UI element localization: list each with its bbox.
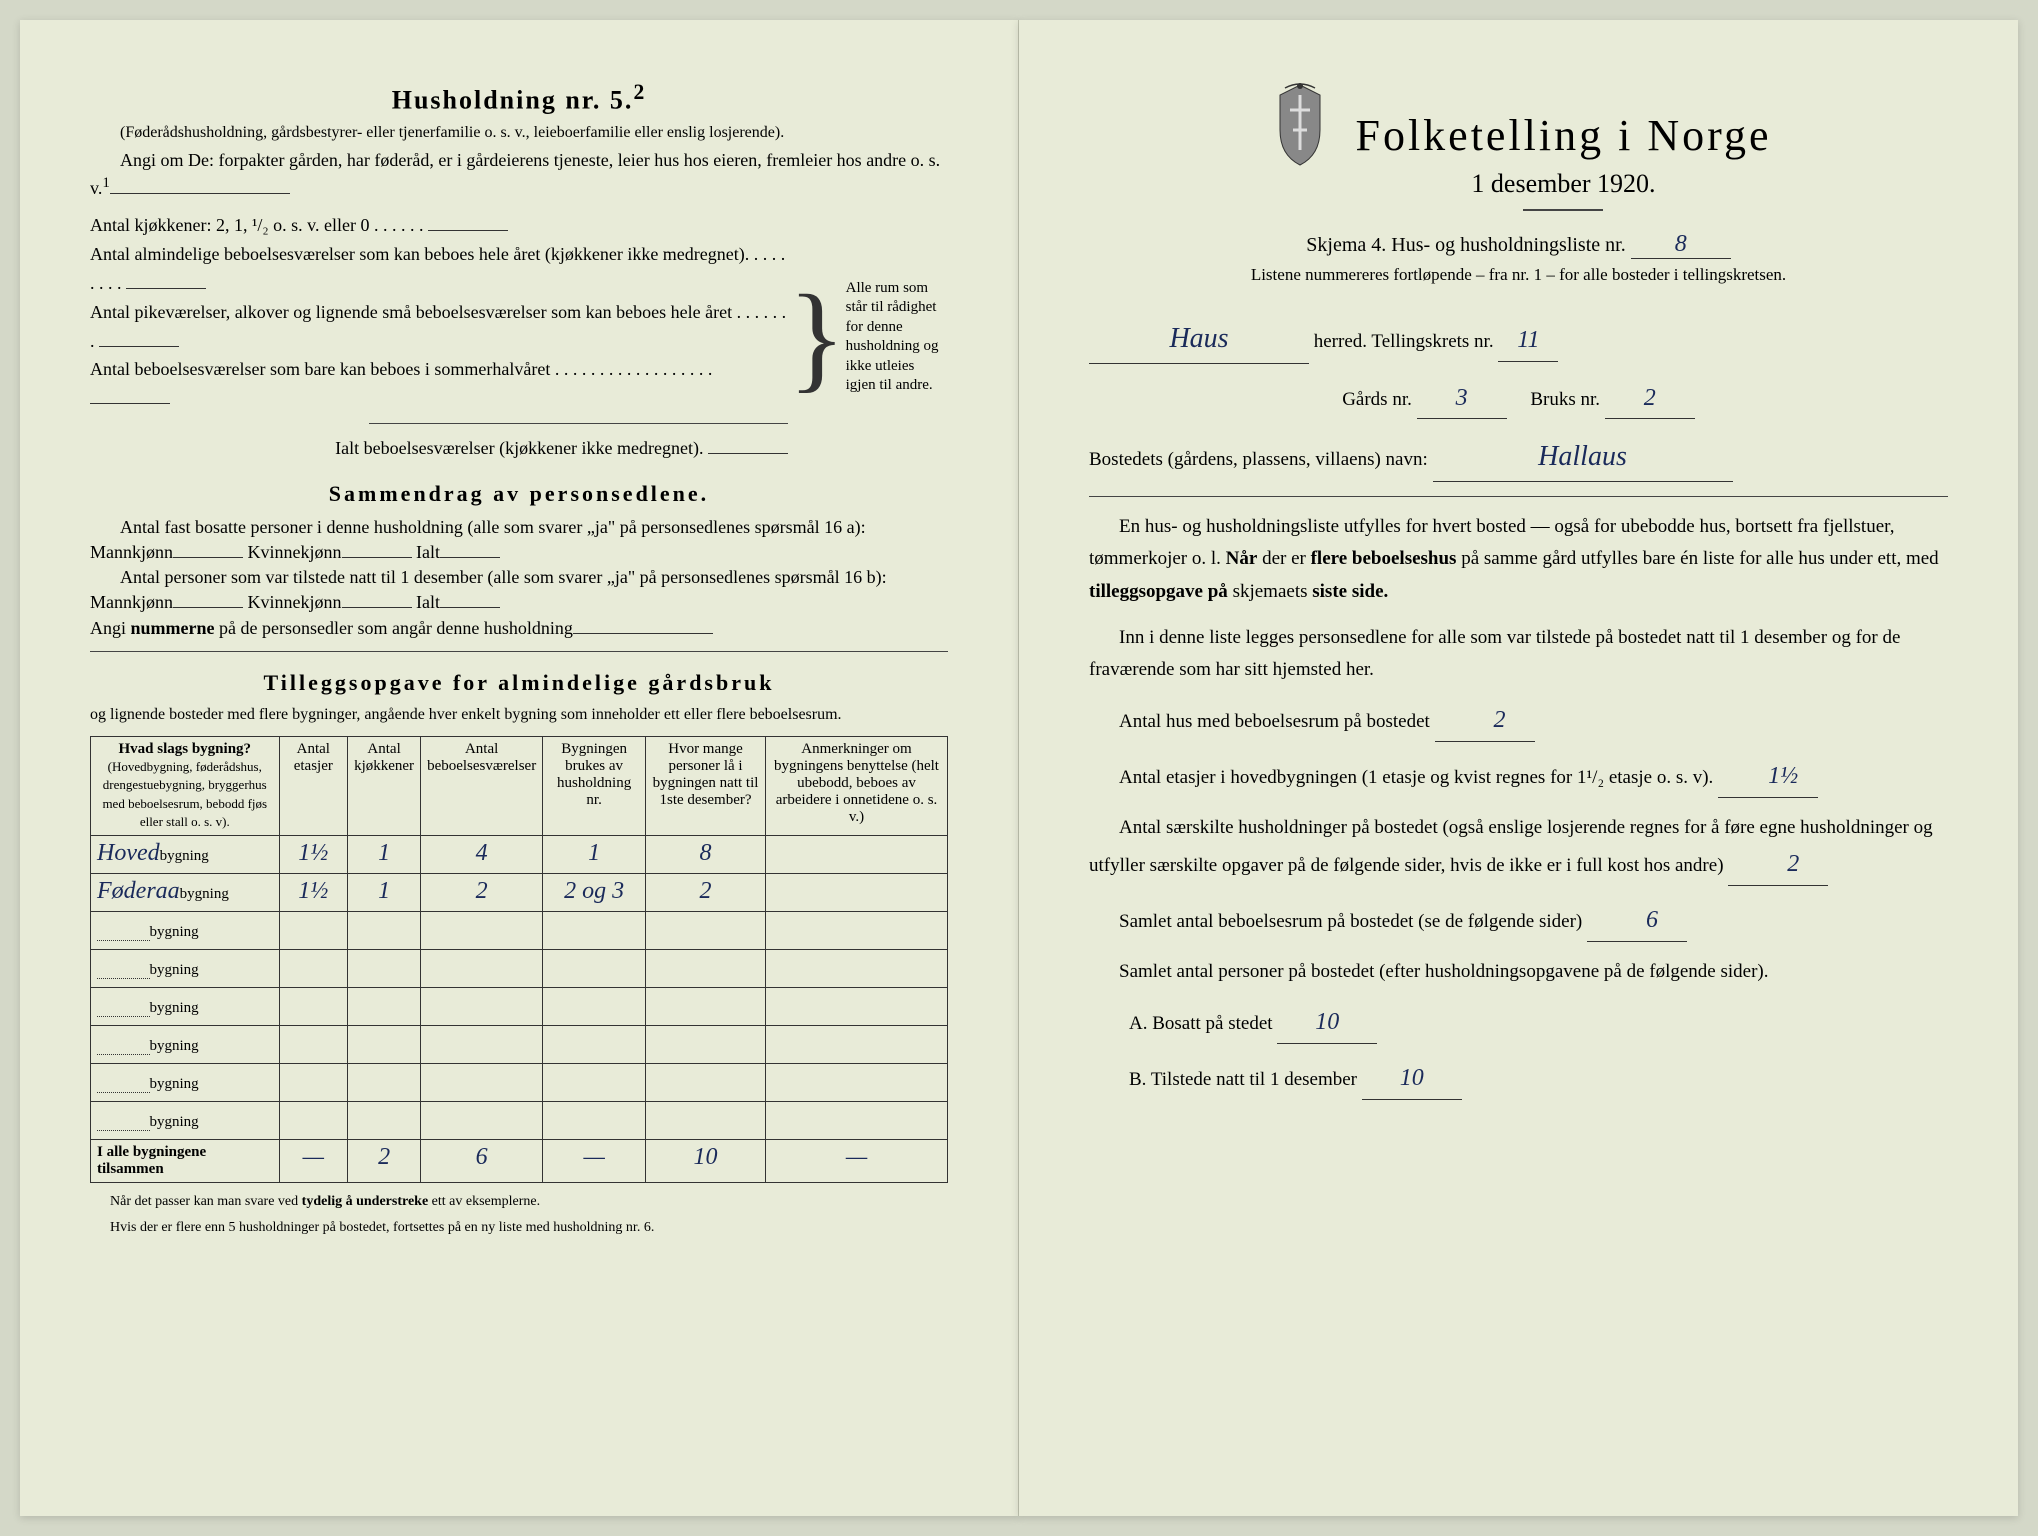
footnote-2: Hvis der er flere enn 5 husholdninger på… <box>90 1219 948 1237</box>
table-row: bygning <box>91 987 948 1025</box>
brace-icon: } <box>788 286 846 388</box>
col-kjokkener: Antal kjøkkener <box>348 737 421 836</box>
header-row: Folketelling i Norge 1 desember 1920. <box>1089 80 1948 221</box>
table-row: bygning <box>91 949 948 987</box>
samlet-beb-line: Samlet antal beboelsesrum på bostedet (s… <box>1089 900 1948 942</box>
col-etasjer: Antal etasjer <box>279 737 348 836</box>
antal-etasjer-value: 1½ <box>1718 756 1818 798</box>
angi-nummer: Angi nummerne på de personsedler som ang… <box>90 616 948 641</box>
pike-line: Antal pikeværelser, alkover og lignende … <box>90 298 788 356</box>
fast-bosatte: Antal fast bosatte personer i denne hush… <box>90 515 948 565</box>
antal-hus-value: 2 <box>1435 700 1535 742</box>
sammendrag-title: Sammendrag av personsedlene. <box>90 481 948 507</box>
main-date: 1 desember 1920. <box>1355 169 1771 199</box>
hush-sub2: Angi om De: forpakter gården, har føderå… <box>90 148 948 201</box>
bosted-line: Bostedets (gårdens, plassens, villaens) … <box>1089 433 1948 482</box>
hush-heading: Husholdning nr. 5.2 <box>90 80 948 116</box>
tellingskrets-value: 11 <box>1498 320 1558 362</box>
bosatt-value: 10 <box>1277 1002 1377 1044</box>
col-pers: Hvor mange personer lå i bygningen natt … <box>646 737 766 836</box>
ialt-line: Ialt beboelsesværelser (kjøkkener ikke m… <box>90 434 788 463</box>
bruks-value: 2 <box>1605 378 1695 420</box>
para-1: En hus- og husholdningsliste utfylles fo… <box>1089 511 1948 608</box>
total-pers: 10 <box>646 1139 766 1182</box>
samlet-beb-value: 6 <box>1587 900 1687 942</box>
right-page: Folketelling i Norge 1 desember 1920. Sk… <box>1019 20 2018 1516</box>
total-hushold: — <box>543 1139 646 1182</box>
hush-sub1: (Føderådshusholdning, gårdsbestyrer- ell… <box>120 122 948 144</box>
skjema-value: 8 <box>1631 231 1731 259</box>
sommer-line: Antal beboelsesværelser som bare kan beb… <box>90 355 788 413</box>
tilstede-value: 10 <box>1362 1058 1462 1100</box>
col-hvad: Hvad slags bygning? (Hovedbygning, føder… <box>91 737 280 836</box>
total-anm: — <box>766 1139 948 1182</box>
table-row: bygning <box>91 911 948 949</box>
col-anm: Anmerkninger om bygningens benyttelse (h… <box>766 737 948 836</box>
left-page: Husholdning nr. 5.2 (Føderådshusholdning… <box>20 20 1019 1516</box>
gards-bruks-line: Gårds nr. 3 Bruks nr. 2 <box>1089 378 1948 420</box>
total-etasjer: — <box>279 1139 348 1182</box>
bygning-table: Hvad slags bygning? (Hovedbygning, føder… <box>90 736 948 1183</box>
total-vaer: 6 <box>421 1139 543 1182</box>
total-label: I alle bygningene tilsammen <box>91 1139 280 1182</box>
saerskilte-value: 2 <box>1728 844 1828 886</box>
total-kjokkener: 2 <box>348 1139 421 1182</box>
bosted-value: Hallaus <box>1433 433 1733 482</box>
almindelige-line: Antal almindelige beboelsesværelser som … <box>90 240 788 298</box>
antal-hus-line: Antal hus med beboelsesrum på bostedet 2 <box>1089 700 1948 742</box>
para-2: Inn i denne liste legges personsedlene f… <box>1089 622 1948 687</box>
document-spread: Husholdning nr. 5.2 (Føderådshusholdning… <box>20 20 2018 1516</box>
tillegg-title: Tilleggsopgave for almindelige gårdsbruk <box>90 670 948 696</box>
herred-value: Haus <box>1089 315 1309 364</box>
table-row: Føderaabygning 1½ 1 2 2 og 3 2 <box>91 873 948 911</box>
samlet-pers-line: Samlet antal personer på bostedet (efter… <box>1089 956 1948 988</box>
listene-line: Listene nummereres fortløpende – fra nr.… <box>1089 265 1948 285</box>
bosatt-line: A. Bosatt på stedet 10 <box>1129 1002 1948 1044</box>
main-title: Folketelling i Norge <box>1355 110 1771 161</box>
col-vaer: Antal beboelsesværelser <box>421 737 543 836</box>
table-row: bygning <box>91 1101 948 1139</box>
saerskilte-line: Antal særskilte husholdninger på bostede… <box>1089 812 1948 886</box>
footnote-1: Når det passer kan man svare ved tydelig… <box>90 1193 948 1211</box>
skjema-line: Skjema 4. Hus- og husholdningsliste nr. … <box>1089 231 1948 259</box>
antal-etasjer-line: Antal etasjer i hovedbygningen (1 etasje… <box>1089 756 1948 798</box>
table-row: bygning <box>91 1063 948 1101</box>
table-row: Hovedbygning 1½ 1 4 1 8 <box>91 835 948 873</box>
kjokkener-line: Antal kjøkkener: 2, 1, ¹/₂ o. s. v. elle… <box>90 211 788 240</box>
tilstede-line: Antal personer som var tilstede natt til… <box>90 565 948 615</box>
table-row: bygning <box>91 1025 948 1063</box>
col-hushold: Bygningen brukes av husholdning nr. <box>543 737 646 836</box>
tillegg-sub: og lignende bosteder med flere bygninger… <box>90 704 948 726</box>
brace-text: Alle rum som står til rådighet for denne… <box>846 279 948 396</box>
tilstede-b-line: B. Tilstede natt til 1 desember 10 <box>1129 1058 1948 1100</box>
herred-line: Haus herred. Tellingskrets nr. 11 <box>1089 315 1948 364</box>
gards-value: 3 <box>1417 378 1507 420</box>
crest-icon <box>1265 80 1335 170</box>
